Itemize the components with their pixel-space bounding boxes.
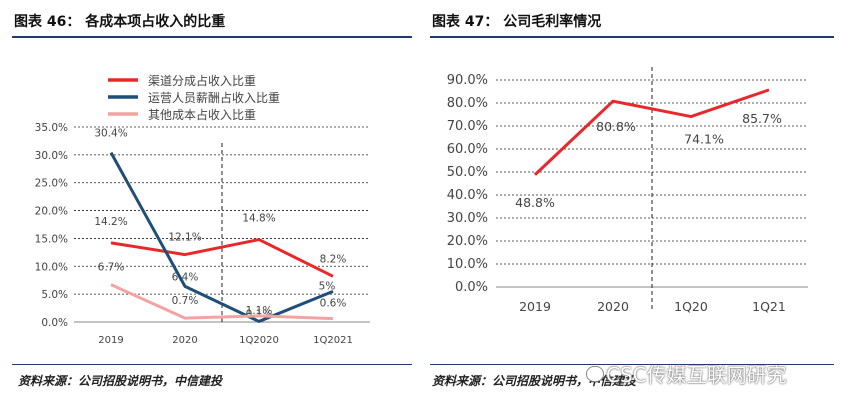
right-x-tick-label: 2019 <box>519 299 551 314</box>
right-x-tick-label: 1Q20 <box>674 299 708 314</box>
left-y-tick-label: 10.0% <box>35 261 68 273</box>
right-y-tick-label: 10.0% <box>447 257 488 272</box>
left-y-tick-label: 5.0% <box>41 289 68 301</box>
right-y-tick-label: 60.0% <box>447 142 488 157</box>
right-y-tick-label: 20.0% <box>447 234 488 249</box>
right-source-note: 资料来源：公司招股说明书，中信建投 <box>432 374 637 388</box>
left-x-tick-label: 2019 <box>98 335 123 346</box>
left-y-tick-label: 25.0% <box>35 178 68 190</box>
right-y-tick-label: 70.0% <box>447 119 488 134</box>
right-figure: 图表 47： 公司毛利率情况 0.0% 10.0% 20.0% 30.0% 40.0% 5… <box>422 0 844 412</box>
left-data-label: 1.1% <box>246 305 273 317</box>
right-data-label: 74.1% <box>684 132 724 147</box>
left-y-tick-label: 20.0% <box>35 206 68 218</box>
right-y-tick-label: 80.0% <box>447 96 488 111</box>
left-data-label: 30.4% <box>94 128 127 140</box>
right-x-tick-label: 1Q21 <box>752 299 786 314</box>
right-bottom-rule <box>430 364 834 365</box>
left-figure-title: 图表 46： 各成本项占收入的比重 <box>14 14 226 30</box>
wechat-icon <box>586 366 604 382</box>
right-series-line-0 <box>533 88 770 176</box>
left-y-tick-label: 0.0% <box>41 317 68 329</box>
right-x-tick-label: 2020 <box>597 299 629 314</box>
left-data-label: 6.4% <box>172 271 199 283</box>
left-legend-label: 渠道分成占收入比重 <box>148 73 256 88</box>
left-y-tick-label: 35.0% <box>35 122 68 134</box>
left-x-tick-label: 2020 <box>172 335 197 346</box>
left-data-label: 12.1% <box>168 232 201 244</box>
right-data-label: 80.8% <box>596 119 636 134</box>
right-y-tick-label: 0.0% <box>455 280 488 295</box>
left-source-note: 资料来源：公司招股说明书，中信建投 <box>18 374 223 388</box>
left-data-label: 8.2% <box>320 253 347 265</box>
left-legend-label: 其他成本占收入比重 <box>148 107 256 122</box>
left-y-tick-label: 15.0% <box>35 233 68 245</box>
left-cost-ratio-chart: 0.0% 5.0% 10.0% 15.0% 20.0% 25.0% 30.0% 35.0% 20… <box>35 73 370 346</box>
left-data-label: 0.7% <box>172 295 199 307</box>
right-y-tick-label: 50.0% <box>447 165 488 180</box>
left-x-tick-label: 1Q2020 <box>239 335 279 346</box>
left-bottom-rule <box>12 364 412 365</box>
left-legend-label: 运营人员薪酬占收入比重 <box>148 90 280 105</box>
left-figure: 图表 46： 各成本项占收入的比重 0.0% 5.0% 10.0% 15.0% 20.0… <box>12 14 412 388</box>
right-y-tick-label: 90.0% <box>447 73 488 88</box>
right-data-label: 48.8% <box>515 195 555 210</box>
left-x-tick-label: 1Q2021 <box>313 335 353 346</box>
left-series-line-0 <box>110 238 334 278</box>
left-y-tick-label: 30.0% <box>35 150 68 162</box>
right-gross-margin-chart: 0.0% 10.0% 20.0% 30.0% 40.0% 50.0% 60.0% 70.0% 8… <box>447 67 808 314</box>
left-data-label: 5% <box>319 280 336 292</box>
right-y-tick-label: 40.0% <box>447 188 488 203</box>
right-data-label: 85.7% <box>742 111 782 126</box>
left-data-label: 14.8% <box>242 213 275 225</box>
left-series-line-1 <box>109 151 334 323</box>
left-title-rule <box>12 36 412 38</box>
left-data-label: 0.6% <box>320 298 347 310</box>
right-title-rule <box>430 36 834 38</box>
left-data-label: 6.7% <box>98 262 125 274</box>
right-figure-title: 图表 47： 公司毛利率情况 <box>432 14 602 30</box>
left-series-line-2 <box>110 283 334 321</box>
right-y-tick-label: 30.0% <box>447 211 488 226</box>
watermark-text: CSC传媒互联网研究 <box>606 363 787 387</box>
left-data-label: 14.2% <box>94 216 127 228</box>
